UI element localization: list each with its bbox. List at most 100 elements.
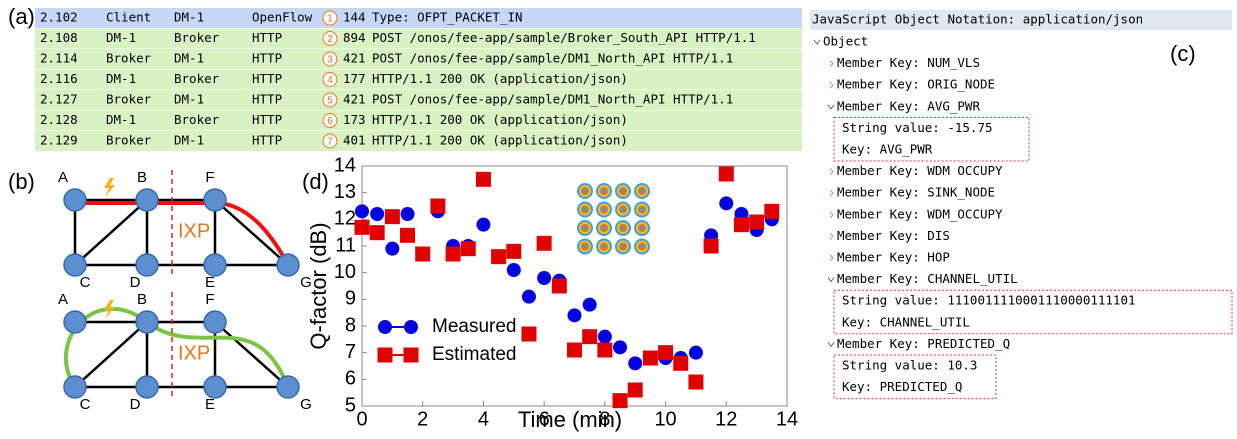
- data-point: [582, 329, 597, 344]
- data-point: [461, 241, 476, 256]
- constellation-dot: [583, 189, 587, 193]
- table-cell: POST /onos/fee-app/sample/DM1_North_API …: [372, 92, 733, 107]
- node-label: A: [58, 169, 68, 186]
- data-point: [415, 247, 430, 262]
- expander: [830, 255, 833, 261]
- data-point: [430, 199, 445, 214]
- json-line: Member Key: CHANNEL_UTIL: [837, 271, 1018, 286]
- table-cell: 2.129: [40, 133, 78, 148]
- data-point: [355, 220, 370, 235]
- link: [215, 200, 288, 265]
- data-point: [643, 351, 658, 366]
- table-cell: 2.128: [40, 112, 78, 127]
- table-cell: DM-1: [106, 71, 136, 86]
- data-point: [476, 172, 491, 187]
- table-cell: Broker: [174, 112, 220, 127]
- json-line: Key: CHANNEL_UTIL: [842, 314, 970, 329]
- table-cell: 173: [343, 112, 366, 127]
- data-point: [749, 215, 764, 230]
- constellation-dot: [602, 189, 606, 193]
- step-number: 1: [327, 14, 333, 25]
- data-point: [537, 271, 551, 285]
- step-number: 6: [327, 116, 333, 127]
- data-point: [552, 279, 567, 294]
- node: [277, 254, 299, 276]
- json-line: Member Key: DIS: [837, 228, 950, 243]
- json-line: String value: 10.3: [842, 358, 977, 373]
- table-cell: POST /onos/fee-app/sample/DM1_North_API …: [372, 51, 733, 66]
- expander: [828, 105, 834, 109]
- table-cell: Broker: [106, 133, 152, 148]
- table-cell: DM-1: [174, 10, 204, 25]
- data-point: [568, 308, 582, 322]
- y-tick-label: 10: [334, 261, 356, 283]
- json-line: Object: [823, 34, 868, 49]
- data-point: [704, 239, 719, 254]
- data-point: [689, 346, 703, 360]
- x-axis-label: Time (min): [518, 407, 622, 432]
- figure: (a) (b) (d) (c) 2.102ClientDM-1OpenFlow1…: [0, 0, 1237, 434]
- data-point: [446, 247, 461, 262]
- json-line: Member Key: PREDICTED_Q: [837, 336, 1010, 351]
- json-line: Member Key: NUM_VLS: [837, 55, 980, 70]
- constellation-dot: [621, 208, 625, 212]
- data-point: [370, 225, 385, 240]
- json-line: Member Key: AVG_PWR: [837, 98, 980, 113]
- node: [136, 254, 158, 276]
- table-cell: 421: [343, 92, 366, 107]
- panel-label: (d): [302, 169, 329, 194]
- table-cell: Broker: [174, 30, 220, 45]
- node: [64, 311, 86, 333]
- y-axis-label: Q-factor (dB): [306, 222, 331, 349]
- node-label: D: [130, 396, 141, 413]
- constellation-dot: [583, 208, 587, 212]
- y-tick-label: 11: [335, 234, 356, 256]
- y-tick-label: 13: [334, 181, 356, 203]
- table-cell: 2.127: [40, 92, 78, 107]
- table-cell: 2.114: [40, 51, 78, 66]
- json-line: Member Key: HOP: [837, 250, 950, 265]
- data-point: [673, 356, 688, 371]
- constellation-dot: [640, 245, 644, 249]
- node: [204, 376, 226, 398]
- expander: [830, 82, 833, 88]
- table-cell: HTTP: [252, 51, 282, 66]
- expander: [828, 278, 834, 282]
- data-point: [764, 204, 779, 219]
- data-point: [688, 375, 703, 390]
- node: [204, 311, 226, 333]
- y-tick-label: 12: [334, 208, 356, 230]
- table-cell: 401: [343, 133, 366, 148]
- table-cell: 2.102: [40, 10, 78, 25]
- y-tick-label: 8: [345, 314, 356, 336]
- data-point: [583, 298, 597, 312]
- region-label: IXP: [178, 342, 210, 364]
- expander: [814, 40, 820, 44]
- json-line: String value: -15.75: [842, 120, 993, 135]
- data-point: [628, 383, 643, 398]
- node-label: B: [137, 291, 147, 308]
- node: [136, 376, 158, 398]
- node: [64, 254, 86, 276]
- data-point: [385, 209, 400, 224]
- node-label: D: [130, 274, 141, 291]
- node: [204, 189, 226, 211]
- json-line: Key: PREDICTED_Q: [842, 379, 962, 394]
- data-point: [370, 207, 384, 221]
- node-label: C: [80, 396, 91, 413]
- data-point: [598, 330, 612, 344]
- data-point: [567, 343, 582, 358]
- x-tick-label: 0: [356, 408, 367, 430]
- constellation-dot: [583, 226, 587, 230]
- expander: [828, 342, 834, 346]
- table-cell: OpenFlow: [252, 10, 313, 25]
- node-label: E: [205, 396, 215, 413]
- data-point: [522, 290, 536, 304]
- table-cell: 421: [343, 51, 366, 66]
- json-line: Member Key: WDM_OCCUPY: [837, 206, 1003, 221]
- table-cell: DM-1: [174, 133, 204, 148]
- constellation-dot: [640, 226, 644, 230]
- x-tick-label: 12: [715, 408, 737, 430]
- y-tick-label: 5: [345, 394, 356, 416]
- table-cell: DM-1: [174, 92, 204, 107]
